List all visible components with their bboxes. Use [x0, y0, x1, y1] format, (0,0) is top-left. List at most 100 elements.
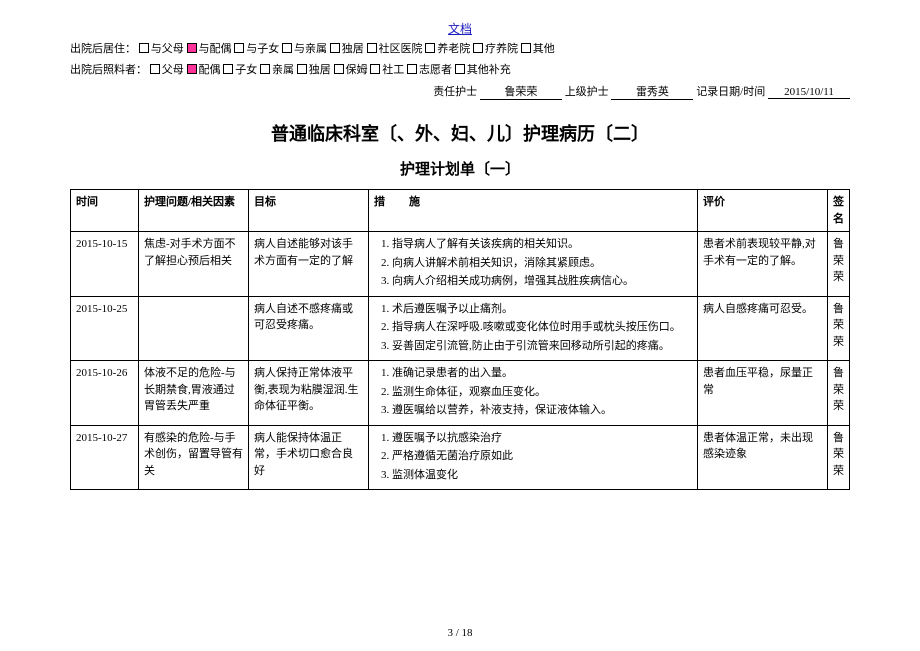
page-number: 3 / 18: [0, 627, 920, 639]
caregiver-checkbox[interactable]: [223, 64, 233, 74]
measure-item: 向病人讲解术前相关知识，消除其紧顾虑。: [392, 255, 692, 272]
residence-checkbox[interactable]: [367, 43, 377, 53]
residence-option-label: 养老院: [437, 43, 473, 55]
caregiver-checkbox[interactable]: [297, 64, 307, 74]
residence-checkbox[interactable]: [234, 43, 244, 53]
caregiver-option-label: 独居: [309, 64, 334, 76]
cell-goal: 病人保持正常体液平衡,表现为粘膜湿润.生命体征平衡。: [249, 361, 369, 426]
measure-item: 遵医嘱予以抗感染治疗: [392, 430, 692, 447]
measure-item: 准确记录患者的出入量。: [392, 365, 692, 382]
caregiver-option-label: 志愿者: [419, 64, 455, 76]
cell-measures: 准确记录患者的出入量。监测生命体征，观察血压变化。遵医嘱给以营养，补液支持，保证…: [369, 361, 698, 426]
cell-evaluation: 患者血压平稳，尿量正常: [698, 361, 828, 426]
cell-signature: 鲁荣荣: [828, 361, 850, 426]
caregiver-checkbox[interactable]: [334, 64, 344, 74]
caregiver-option-label: 社工: [382, 64, 407, 76]
resp-nurse-label: 责任护士: [433, 86, 477, 98]
cell-problem: 体液不足的危险-与长期禁食,胃液通过胃管丢失严重: [139, 361, 249, 426]
measure-item: 遵医嘱给以营养，补液支持，保证液体输入。: [392, 402, 692, 419]
cell-time: 2015-10-26: [71, 361, 139, 426]
col-time: 时间: [71, 190, 139, 232]
measure-item: 指导病人了解有关该疾病的相关知识。: [392, 236, 692, 253]
page-title: 普通临床科室〔、外、妇、儿〕护理病历〔二〕: [70, 120, 850, 146]
table-row: 2015-10-15焦虑-对手术方面不了解担心预后相关病人自述能够对该手术方面有…: [71, 232, 850, 297]
col-signature: 签名: [828, 190, 850, 232]
measure-item: 指导病人在深呼吸.咳嗽或变化体位时用手或枕头按压伤口。: [392, 319, 692, 336]
caregiver-option-label: 亲属: [272, 64, 297, 76]
residence-option-label: 与亲属: [294, 43, 330, 55]
col-measures: 措施: [369, 190, 698, 232]
cell-signature: 鲁荣荣: [828, 232, 850, 297]
residence-option-label: 疗养院: [485, 43, 521, 55]
residence-checkbox[interactable]: [139, 43, 149, 53]
resp-nurse-value: 鲁荣荣: [480, 83, 562, 100]
residence-option-label: 与配偶: [199, 43, 235, 55]
residence-checkbox[interactable]: [187, 43, 197, 53]
cell-goal: 病人自述能够对该手术方面有一定的了解: [249, 232, 369, 297]
residence-checkbox[interactable]: [282, 43, 292, 53]
caregiver-checkbox[interactable]: [150, 64, 160, 74]
sign-line: 责任护士 鲁荣荣 上级护士 雷秀英 记录日期/时间 2015/10/11: [70, 83, 850, 100]
col-problem: 护理问题/相关因素: [139, 190, 249, 232]
cell-problem: 有感染的危险-与手术创伤，留置导管有关: [139, 425, 249, 490]
cell-measures: 术后遵医嘱予以止痛剂。指导病人在深呼吸.咳嗽或变化体位时用手或枕头按压伤口。妥善…: [369, 296, 698, 361]
residence-checkbox[interactable]: [521, 43, 531, 53]
measure-item: 监测生命体征，观察血压变化。: [392, 384, 692, 401]
cell-measures: 遵医嘱予以抗感染治疗严格遵循无菌治疗原如此监测体温变化: [369, 425, 698, 490]
residence-option-label: 独居: [342, 43, 367, 55]
residence-checkbox[interactable]: [473, 43, 483, 53]
senior-nurse-label: 上级护士: [565, 86, 609, 98]
cell-goal: 病人能保持体温正常，手术切口愈合良好: [249, 425, 369, 490]
residence-option-label: 与子女: [246, 43, 282, 55]
cell-signature: 鲁荣荣: [828, 425, 850, 490]
measure-item: 监测体温变化: [392, 467, 692, 484]
caregiver-checkbox[interactable]: [370, 64, 380, 74]
care-plan-table: 时间 护理问题/相关因素 目标 措施 评价 签名 2015-10-15焦虑-对手…: [70, 189, 850, 490]
cell-problem: [139, 296, 249, 361]
doc-link-wrap: 文档: [70, 20, 850, 37]
measure-item: 向病人介绍相关成功病例，增强其战胜疾病信心。: [392, 273, 692, 290]
caregiver-option-label: 配偶: [199, 64, 224, 76]
page-subtitle: 护理计划单〔一〕: [70, 158, 850, 179]
caregiver-checkbox[interactable]: [455, 64, 465, 74]
table-row: 2015-10-27有感染的危险-与手术创伤，留置导管有关病人能保持体温正常，手…: [71, 425, 850, 490]
cell-evaluation: 患者术前表现较平静,对手术有一定的了解。: [698, 232, 828, 297]
cell-problem: 焦虑-对手术方面不了解担心预后相关: [139, 232, 249, 297]
cell-time: 2015-10-27: [71, 425, 139, 490]
cell-time: 2015-10-25: [71, 296, 139, 361]
residence-option-label: 社区医院: [379, 43, 426, 55]
col-goal: 目标: [249, 190, 369, 232]
residence-option-label: 其他: [533, 43, 555, 55]
cell-time: 2015-10-15: [71, 232, 139, 297]
col-evaluation: 评价: [698, 190, 828, 232]
residence-label: 出院后居住：: [70, 43, 136, 55]
caregiver-checkbox[interactable]: [260, 64, 270, 74]
senior-nurse-value: 雷秀英: [611, 83, 693, 100]
caregiver-line: 出院后照料者： 父母 配偶 子女 亲属 独居 保姆 社工 志愿者 其他补充: [70, 62, 850, 80]
residence-checkbox[interactable]: [330, 43, 340, 53]
caregiver-option-label: 保姆: [346, 64, 371, 76]
date-value: 2015/10/11: [768, 86, 850, 99]
cell-measures: 指导病人了解有关该疾病的相关知识。向病人讲解术前相关知识，消除其紧顾虑。向病人介…: [369, 232, 698, 297]
residence-option-label: 与父母: [151, 43, 187, 55]
table-row: 2015-10-26体液不足的危险-与长期禁食,胃液通过胃管丢失严重病人保持正常…: [71, 361, 850, 426]
cell-evaluation: 病人自感疼痛可忍受。: [698, 296, 828, 361]
cell-goal: 病人自述不感疼痛或可忍受疼痛。: [249, 296, 369, 361]
cell-evaluation: 患者体温正常，未出现感染迹象: [698, 425, 828, 490]
table-header-row: 时间 护理问题/相关因素 目标 措施 评价 签名: [71, 190, 850, 232]
caregiver-checkbox[interactable]: [407, 64, 417, 74]
caregiver-option-label: 子女: [235, 64, 260, 76]
measure-item: 严格遵循无菌治疗原如此: [392, 448, 692, 465]
doc-link[interactable]: 文档: [448, 22, 472, 36]
caregiver-checkbox[interactable]: [187, 64, 197, 74]
cell-signature: 鲁荣荣: [828, 296, 850, 361]
caregiver-option-label: 其他补充: [467, 64, 511, 76]
residence-line: 出院后居住： 与父母 与配偶 与子女 与亲属 独居 社区医院 养老院 疗养院 其…: [70, 41, 850, 59]
date-label: 记录日期/时间: [696, 86, 765, 98]
residence-checkbox[interactable]: [425, 43, 435, 53]
caregiver-label: 出院后照料者：: [70, 64, 147, 76]
measure-item: 术后遵医嘱予以止痛剂。: [392, 301, 692, 318]
caregiver-option-label: 父母: [162, 64, 187, 76]
table-row: 2015-10-25病人自述不感疼痛或可忍受疼痛。术后遵医嘱予以止痛剂。指导病人…: [71, 296, 850, 361]
measure-item: 妥善固定引流管,防止由于引流管来回移动所引起的疼痛。: [392, 338, 692, 355]
